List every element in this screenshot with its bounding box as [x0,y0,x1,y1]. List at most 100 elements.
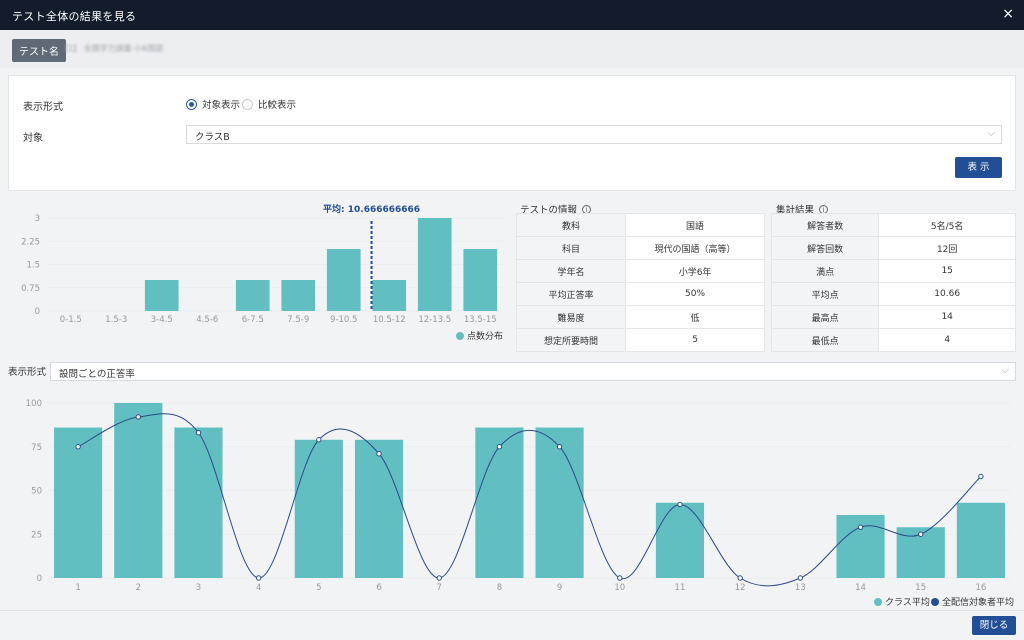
test-info-value: 現代の国語（高等） [625,236,765,260]
test-info-value: 5 [625,328,765,352]
overall-average-point [918,531,924,537]
histogram-y-tick: 2.25 [21,237,40,247]
histogram-x-tick: 0-1.5 [60,315,82,325]
test-info-row: 教科 国語 [515,213,765,237]
overall-average-point [135,414,141,420]
test-info-row: 難易度低 [515,305,765,329]
score-distribution-chart: 0 0.75 1.5 2.25 3 0-1.5 1.5-3 3-4.5 4.5-6 6-7.5 7.… [21,203,503,342]
overall-average-line [77,413,982,587]
class-average-bar [354,439,404,578]
lower-display-format-label: 表示形式 [8,367,47,378]
test-info-value: 国語 [625,213,765,237]
close-button[interactable]: 閉じる [972,616,1016,635]
overall-average-point [436,575,442,581]
class-average-bar [294,439,343,578]
filter-panel: 表示形式 対象表示 比較表示 対象 クラスB ⌵ 表 示 [8,75,1016,191]
average-label: 平均: 10.666666666 [323,203,420,215]
histogram-x-tick: 13.5-15 [464,315,497,325]
class-average-bar [54,427,103,578]
legend-overall-label: 全配信対象者平均 [942,596,1014,608]
legend-dot-icon [456,332,464,340]
question-display-select[interactable]: 設問ごとの正答率 ⌵ [50,362,1016,381]
overall-average-point [376,451,382,457]
histogram-x-tick: 10.5-12 [373,315,406,325]
legend-class-label: クラス平均 [885,596,930,608]
histogram-x-tick: 3-4.5 [151,315,173,325]
summary-title: 集計結果 [776,205,815,216]
summary-value: 14 [878,305,1016,329]
histogram-x-tick: 7.5-9 [287,315,309,325]
test-info-title: テストの情報 [520,205,578,216]
class-average-bar [836,515,885,578]
class-average-bar [475,427,524,578]
chevron-down-icon: ⌵ [1001,365,1009,376]
test-info-value: 50% [625,282,765,306]
legend-overall-dot-icon [931,598,939,606]
overall-average-point [316,437,322,443]
test-info-key: 科目 [515,236,627,260]
target-select[interactable]: クラスB ⌵ [186,125,1002,144]
test-info-key: 難易度 [515,305,627,329]
overall-average-point [617,575,623,581]
chart-x-tick: 5 [316,583,321,593]
summary-value: 4 [878,328,1016,352]
summary-value: 10.66 [878,282,1016,306]
test-info-row: 学年名 小学6年 [515,259,765,283]
summary-value: 5名/5名 [878,213,1016,237]
chart-y-tick: 100 [26,399,42,409]
chart-y-tick: 0 [37,574,42,584]
overall-average-point [496,444,503,450]
overall-average-point [978,473,984,480]
test-info-row: 想定所要時間 5 [515,328,765,352]
test-info-table: 教科 国語 科目 現代の国語（高等） 学年名 小学6年 平均正答率 50% 難易度低想定所要時間… [515,213,765,352]
class-average-bar [655,502,705,578]
show-button[interactable]: 表 示 [955,157,1002,178]
histogram-x-tick: 6-7.5 [242,315,264,325]
chart-x-tick: 11 [675,583,686,593]
test-info-key: 平均正答率 [515,282,627,306]
chart-x-tick: 12 [735,583,746,593]
summary-row: 平均点 10.66 [770,282,1016,306]
class-average-bar [114,403,163,578]
chart-x-tick: 8 [497,583,502,593]
dialog-title: テスト全体の結果を見る [12,10,137,23]
overall-average-point [195,430,202,436]
overall-average-point [677,501,683,508]
test-name-row: テスト名 【1】 全国学力調査 小6国語 [0,30,1024,68]
class-average-bar [956,502,1005,578]
chart-x-tick: 2 [136,583,141,593]
dialog-titlebar: テスト全体の結果を見る × [0,0,1024,30]
overall-average-point [857,524,864,530]
summary-row: 最高点 14 [770,305,1016,329]
summary-key: 平均点 [770,282,880,306]
chart-x-tick: 7 [437,583,442,593]
test-info-key: 教科 [515,213,627,237]
histogram-y-tick: 0.75 [21,284,40,294]
summary-row: 最低点 4 [770,328,1016,352]
chart-y-tick: 25 [31,530,42,540]
histogram-bar [144,280,179,311]
radio-target-display[interactable]: 対象表示 [186,97,240,111]
overall-average-point [255,575,262,581]
overall-average-point [737,575,743,581]
radio-compare-display[interactable]: 比較表示 [242,97,296,111]
chart-x-tick: 10 [614,583,625,593]
target-label: 対象 [23,133,43,144]
histogram-bar [281,280,316,311]
histogram-x-tick: 1.5-3 [105,315,127,325]
histogram-bar [417,218,452,311]
test-info-value: 小学6年 [625,259,765,283]
close-icon[interactable]: × [1002,6,1014,22]
chart-x-tick: 16 [975,583,986,593]
summary-key: 解答回数 [770,236,880,260]
overall-average-point [797,575,804,581]
test-info-row: 平均正答率 50% [515,282,765,306]
summary-row: 解答回数 12回 [770,236,1016,260]
test-name-value: 【1】 全国学力調査 小6国語 [60,44,164,53]
chart-x-tick: 1 [75,583,80,593]
summary-table: 解答者数 5名/5名 解答回数 12回 満点 15 平均点 10.66 最高点 14 最低点 4 [770,213,1016,352]
class-average-bar [174,427,223,578]
overall-average-point [75,444,81,450]
summary-row: 解答者数 5名/5名 [770,213,1016,237]
histogram-y-tick: 1.5 [26,261,40,271]
